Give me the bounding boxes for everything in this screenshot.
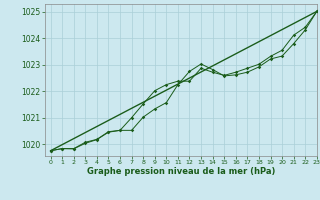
X-axis label: Graphe pression niveau de la mer (hPa): Graphe pression niveau de la mer (hPa) xyxy=(87,167,275,176)
